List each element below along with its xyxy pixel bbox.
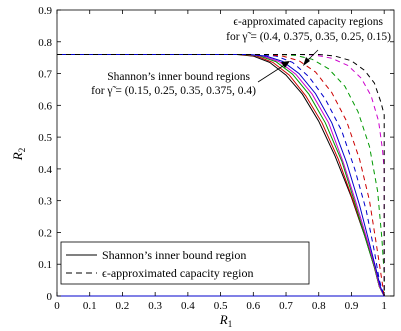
annotation-shannon-line1: Shannon’s inner bound regions [107,71,250,83]
legend-box [60,241,310,285]
x-tick-label-10: 1 [381,300,387,312]
series-line-dashed-5 [57,54,385,297]
x-tick-label-3: 0.3 [148,300,162,312]
series-layer [57,54,386,297]
legend-solid-label: Shannon’s inner bound region [102,248,246,262]
series-line-dashed-6 [57,54,385,297]
x-tick-label-7: 0.7 [279,300,293,312]
series-line-dashed-7 [57,54,385,296]
legend-dashed-label: ϵ-approximated capacity region [102,266,253,280]
y-tick-label-3: 0.3 [38,196,52,208]
y-tick-label-8: 0.8 [38,37,52,49]
y-axis-label: R2 [10,148,27,161]
y-tick-label-4: 0.4 [38,164,52,176]
x-tick-label-4: 0.4 [181,300,195,312]
annotation-epsilon-line1: ϵ-approximated capacity regions [233,16,383,28]
y-tick-label-2: 0.2 [38,227,52,239]
x-axis-label: R1 [219,312,232,329]
annotation-shannon-arrow-shaft [257,63,287,83]
series-line-solid-3 [57,54,385,297]
x-tick-label-6: 0.6 [246,300,260,312]
x-tick-label-5: 0.5 [214,300,228,312]
y-tick-label-7: 0.7 [38,69,52,81]
ticks-layer: 0 0.1 0.2 0.3 0.4 0.5 0.6 0.7 0.8 0.9 1 0 0.1 0.2 0.3 0… [38,5,394,312]
y-tick-label-1: 0.1 [38,259,52,271]
x-tick-label-8: 0.8 [312,300,326,312]
x-tick-label-0: 0 [54,300,60,312]
x-tick-label-1: 0.1 [83,300,97,312]
annotation-epsilon-line2: for γ̃ = (0.4, 0.375, 0.35, 0.25, 0.15) [226,31,391,43]
x-tick-label-9: 0.9 [345,300,359,312]
y-tick-label-0: 0 [47,291,53,303]
y-tick-label-6: 0.6 [38,100,52,112]
y-tick-label-5: 0.5 [38,132,52,144]
annotation-shannon-line2: for γ̃ = (0.15, 0.25, 0.35, 0.375, 0.4) [91,85,256,97]
y-tick-label-9: 0.9 [38,5,52,17]
x-tick-label-2: 0.2 [116,300,130,312]
annotation-shannon-arrow-head [281,61,290,68]
annotation-epsilon-arrow-head [303,57,310,66]
series-line-solid-4 [57,54,385,297]
